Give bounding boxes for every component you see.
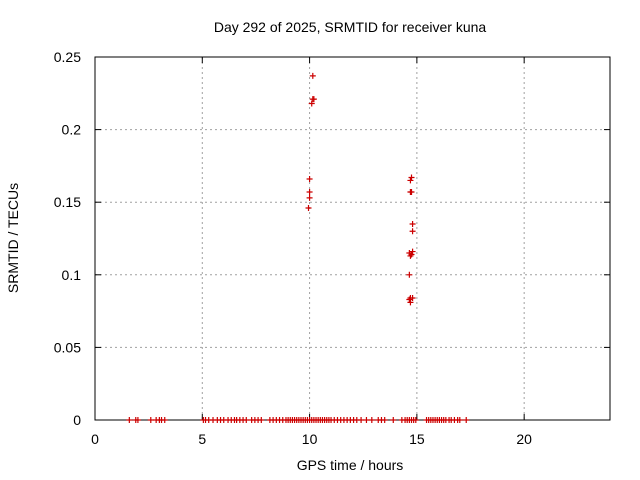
x-tick-label: 15 xyxy=(409,431,425,447)
data-point xyxy=(147,417,154,423)
data-point xyxy=(358,417,365,423)
data-point xyxy=(409,220,416,227)
data-point xyxy=(409,228,416,235)
data-point xyxy=(258,417,265,423)
data-point xyxy=(161,417,168,423)
y-tick-label: 0.2 xyxy=(62,122,82,138)
plot-frame xyxy=(94,56,611,421)
data-point xyxy=(126,417,133,423)
data-points xyxy=(126,72,470,423)
data-point xyxy=(463,417,470,423)
y-tick-label: 0.25 xyxy=(54,49,81,65)
y-tick-label: 0.15 xyxy=(54,194,81,210)
x-tick-label: 10 xyxy=(302,431,318,447)
data-point xyxy=(407,299,414,306)
data-point xyxy=(363,417,370,423)
data-point xyxy=(309,72,316,79)
data-point xyxy=(134,417,141,423)
x-tick-label: 0 xyxy=(91,431,99,447)
data-point xyxy=(308,100,315,107)
data-point xyxy=(306,175,313,182)
data-point xyxy=(390,417,397,423)
y-axis-label: SRMTID / TECUs xyxy=(5,183,21,293)
data-point xyxy=(407,252,414,259)
data-point xyxy=(412,417,419,423)
data-point xyxy=(406,271,413,278)
y-tick-label: 0.1 xyxy=(62,267,82,283)
data-point xyxy=(243,417,250,423)
data-point xyxy=(368,417,375,423)
data-point xyxy=(456,417,463,423)
tick-labels: 0 5 10 15 20 0 0.05 0.1 0.15 0.2 0.25 xyxy=(54,49,532,447)
y-tick-label: 0 xyxy=(73,412,81,428)
x-axis-label: GPS time / hours xyxy=(297,457,404,473)
data-point xyxy=(408,174,415,181)
axis-ticks xyxy=(94,56,610,421)
chart-title: Day 292 of 2025, SRMTID for receiver kun… xyxy=(214,19,487,35)
data-point xyxy=(408,189,415,196)
data-point xyxy=(381,417,388,423)
data-point xyxy=(306,189,313,196)
data-point xyxy=(306,194,313,201)
data-point xyxy=(310,96,317,103)
data-point xyxy=(409,295,416,302)
data-point xyxy=(409,248,416,255)
data-point xyxy=(305,205,312,212)
data-point xyxy=(406,296,413,303)
y-tick-label: 0.05 xyxy=(54,339,81,355)
x-tick-label: 5 xyxy=(198,431,206,447)
grid-lines xyxy=(95,57,610,420)
data-point xyxy=(407,177,414,184)
x-tick-label: 20 xyxy=(516,431,532,447)
